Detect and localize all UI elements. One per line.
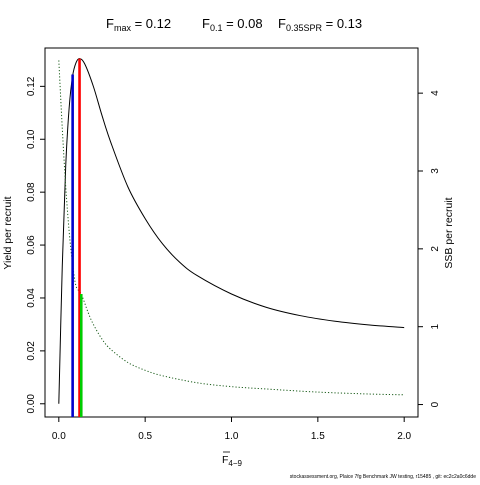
title-f01: F0.1 = 0.08 — [202, 16, 263, 33]
y-left-tick-label: 0.04 — [26, 288, 37, 308]
reference-lines — [71, 58, 83, 417]
x-tick-label: 2.0 — [397, 431, 411, 442]
y-left-tick-label: 0.08 — [26, 182, 37, 202]
x-axis-title: F4−9 — [222, 454, 243, 468]
plot-frame — [44, 47, 419, 418]
x-tick-label: 1.0 — [225, 431, 239, 442]
yield-per-recruit-line — [58, 58, 405, 404]
x-axis: 0.0 0.5 1.0 1.5 2.0 — [52, 417, 412, 442]
y-axis-right-title: SSB per recruit — [443, 197, 455, 268]
y-left-tick-label: 0.06 — [26, 235, 37, 255]
y-right-tick-label: 0 — [430, 401, 441, 407]
ssb-per-recruit-line — [58, 60, 405, 396]
y-axis-left-title: Yield per recruit — [2, 196, 14, 269]
y-right-tick-label: 1 — [430, 323, 441, 329]
footnote: stockassessment.org, Plaice 7fg Benchmar… — [290, 474, 476, 480]
y-left-tick-label: 0.12 — [26, 76, 37, 96]
y-left-tick-label: 0.02 — [26, 341, 37, 361]
y-right-tick-label: 2 — [430, 246, 441, 252]
y-right-tick-label: 3 — [430, 168, 441, 174]
y-left-tick-label: 0.00 — [26, 394, 37, 414]
y-axis-left: 0.00 0.02 0.04 0.06 0.08 0.10 0.12 — [26, 76, 45, 414]
x-tick-label: 0.5 — [138, 431, 152, 442]
title-f035spr: F0.35SPR = 0.13 — [278, 16, 362, 33]
y-axis-right: 0 1 2 3 4 — [418, 90, 441, 407]
series-layer — [58, 58, 405, 404]
title-fmax: Fmax = 0.12 — [106, 16, 171, 33]
y-right-tick-label: 4 — [430, 90, 441, 96]
x-tick-label: 0.0 — [52, 431, 66, 442]
y-left-tick-label: 0.10 — [26, 129, 37, 149]
x-tick-label: 1.5 — [311, 431, 325, 442]
